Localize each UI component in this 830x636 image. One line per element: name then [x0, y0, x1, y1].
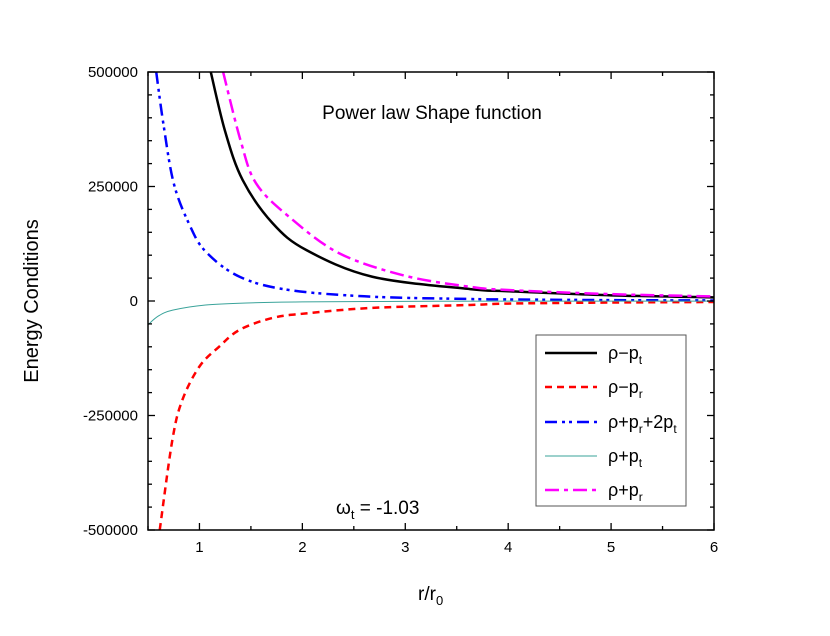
- series-line-4: [221, 72, 714, 298]
- y-tick-label: -500000: [83, 522, 138, 539]
- legend-label-1: ρ−pr: [608, 377, 643, 401]
- series-line-2: [154, 72, 714, 302]
- legend-label-2: ρ+pr+2pt: [608, 412, 677, 436]
- series-line-3: [148, 300, 714, 326]
- legend: ρ−pt ρ−pr ρ+pr+2pt ρ+pt ρ+pr: [535, 334, 687, 507]
- y-axis-label: Energy Conditions: [21, 219, 43, 382]
- x-axis-label: r/r0: [418, 584, 443, 608]
- x-tick-label: 3: [401, 539, 409, 556]
- legend-label-0: ρ−pt: [608, 343, 643, 367]
- y-tick-label: -250000: [83, 408, 138, 425]
- x-tick-label: 4: [504, 539, 512, 556]
- chart-title: Power law Shape function: [322, 103, 542, 124]
- annotation-omega: ωt = -1.03: [336, 498, 419, 522]
- y-tick-label: 250000: [88, 179, 138, 196]
- legend-label-3: ρ+pt: [608, 446, 643, 470]
- y-tick-label: 500000: [88, 64, 138, 81]
- legend-label-4: ρ+pr: [608, 480, 643, 504]
- y-tick-label: 0: [130, 293, 138, 310]
- x-tick-label: 6: [710, 539, 718, 556]
- x-tick-label: 2: [298, 539, 306, 556]
- x-tick-label: 1: [195, 539, 203, 556]
- series-line-1: [158, 300, 714, 530]
- x-tick-label: 5: [607, 539, 615, 556]
